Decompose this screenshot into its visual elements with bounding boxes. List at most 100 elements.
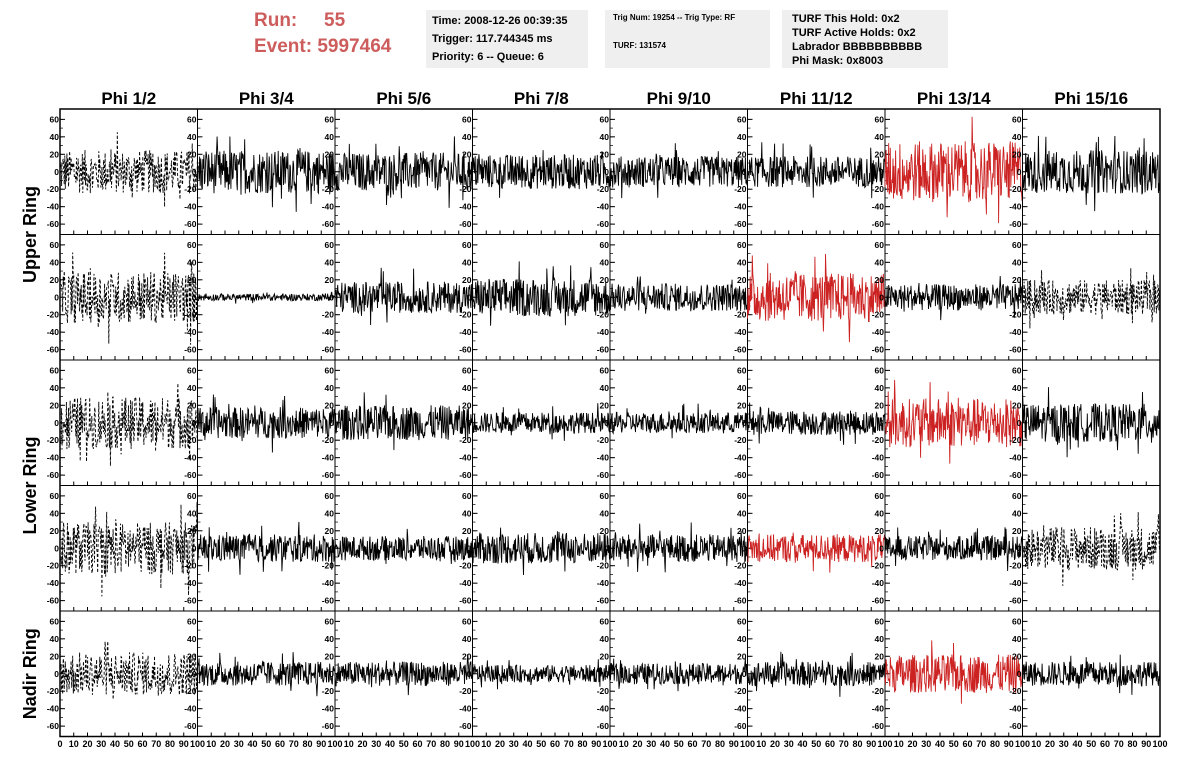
x-tick-label: 80 [715, 739, 725, 749]
turf-this-hold-text: TURF This Hold: 0x2 [792, 13, 900, 25]
y-tick-label: -60 [47, 345, 60, 355]
waveform-trace [334, 653, 473, 696]
y-tick-label: 20 [600, 526, 610, 536]
y-tick-label: -20 [184, 184, 197, 194]
x-tick-label: 30 [1059, 739, 1069, 749]
y-tick-label: -20 [1009, 561, 1022, 571]
y-tick-label: -60 [1009, 219, 1022, 229]
y-tick-label: -40 [322, 704, 335, 714]
waveform-panel: -60 -40 -20 0 20 40 60 [1009, 485, 1161, 612]
column-header: Phi 7/8 [514, 89, 569, 108]
waveform-panel: -60 -40 -20 0 20 40 60 [1009, 359, 1161, 486]
y-tick-label: 60 [737, 491, 747, 501]
waveform-panel: -60 -40 -20 0 20 40 60 [872, 359, 1023, 486]
y-tick-label: 20 [1012, 651, 1022, 661]
y-tick-label: -60 [872, 470, 885, 480]
waveform-panel: -60 -40 -20 0 20 40 60 [459, 610, 611, 737]
column-header: Phi 11/12 [780, 89, 853, 108]
x-tick-label: 50 [949, 739, 959, 749]
x-tick-label: 20 [82, 739, 92, 749]
y-tick-label: -20 [184, 686, 197, 696]
y-tick-label: -20 [47, 435, 60, 445]
grid-border [59, 108, 1161, 738]
waveform-panel: -60 -40 -20 0 20 40 60 [184, 359, 336, 486]
y-tick-label: 40 [1012, 383, 1022, 393]
x-tick-label: 70 [426, 739, 436, 749]
x-tick-label: 10 [206, 739, 216, 749]
x-tick-label: 30 [96, 739, 106, 749]
x-tick-label: 10 [894, 739, 904, 749]
waveform-trace [197, 291, 336, 304]
y-tick-label: 20 [600, 149, 610, 159]
x-tick-label: 80 [165, 739, 175, 749]
trigger-info-box: Trig Num: 19254 -- Trig Type: RF TURF: 1… [605, 10, 770, 68]
y-tick-label: 40 [325, 634, 335, 644]
y-tick-label: -20 [597, 435, 610, 445]
waveform-trace [747, 651, 886, 697]
x-tick-label: 90 [729, 739, 739, 749]
waveform-panel: -60 -40 -20 0 20 40 60 [734, 108, 886, 235]
y-tick-label: 20 [50, 526, 60, 536]
y-tick-label: -20 [1009, 184, 1022, 194]
y-tick-label: -20 [184, 561, 197, 571]
y-tick-label: 40 [187, 257, 197, 267]
x-tick-label: 10 [619, 739, 629, 749]
y-tick-label: -20 [322, 561, 335, 571]
y-tick-label: 60 [50, 491, 60, 501]
y-tick-label: 60 [462, 365, 472, 375]
y-tick-label: 60 [737, 240, 747, 250]
waveform-panel: -60 -40 -20 0 20 40 60 [597, 108, 748, 235]
y-tick-label: 40 [187, 634, 197, 644]
trig-num-text: Trig Num: 19254 -- Trig Type: RF [613, 13, 736, 22]
y-tick-label: -20 [872, 184, 885, 194]
y-tick-label: 20 [462, 149, 472, 159]
y-tick-label: 60 [325, 114, 335, 124]
waveform-trace [472, 659, 611, 690]
waveform-trace [1022, 387, 1161, 458]
y-tick-label: -20 [459, 686, 472, 696]
y-tick-label: 0 [329, 167, 334, 177]
y-tick-label: 0 [1017, 418, 1022, 428]
y-tick-label: 0 [467, 167, 472, 177]
y-tick-label: 40 [50, 257, 60, 267]
y-tick-label: -60 [597, 219, 610, 229]
y-tick-label: -60 [459, 345, 472, 355]
x-tick-label: 70 [839, 739, 849, 749]
x-tick-label: 70 [1114, 739, 1124, 749]
x-tick-label: 40 [522, 739, 532, 749]
y-tick-label: 60 [875, 365, 885, 375]
waveform-trace [609, 143, 748, 199]
y-tick-label: 0 [604, 292, 609, 302]
waveform-panel: -60 -40 -20 0 20 40 60 [597, 234, 748, 361]
y-tick-label: -60 [734, 345, 747, 355]
y-tick-label: 20 [1012, 149, 1022, 159]
y-tick-label: 0 [329, 543, 334, 553]
waveform-trace [197, 394, 336, 453]
x-tick-label: 100 [877, 739, 892, 749]
waveform-panel: -60 -40 -20 0 20 40 60 [872, 234, 1023, 361]
y-tick-label: 0 [604, 418, 609, 428]
y-tick-label: -60 [322, 721, 335, 731]
x-tick-label: 100 [1015, 739, 1030, 749]
y-tick-label: 0 [879, 292, 884, 302]
waveform-trace [747, 142, 886, 199]
y-tick-label: 20 [875, 275, 885, 285]
y-tick-label: -20 [47, 184, 60, 194]
y-tick-label: 40 [737, 508, 747, 518]
waveform-panel: -60 -40 -20 0 20 40 60 [1009, 610, 1161, 737]
x-tick-label: 100 [190, 739, 205, 749]
y-tick-label: -20 [459, 310, 472, 320]
y-tick-label: -60 [1009, 721, 1022, 731]
y-tick-label: -20 [734, 561, 747, 571]
waveform-panel: -60 -40 -20 0 20 40 60 [47, 485, 198, 612]
y-tick-label: 0 [192, 167, 197, 177]
y-tick-label: -40 [322, 327, 335, 337]
y-tick-label: -20 [734, 435, 747, 445]
y-tick-label: -20 [597, 184, 610, 194]
waveform-panel: -60 -40 -20 0 20 40 60 [322, 108, 473, 235]
y-tick-label: -60 [322, 470, 335, 480]
y-tick-label: 40 [1012, 257, 1022, 267]
y-tick-label: -40 [47, 704, 60, 714]
waveform-trace [609, 522, 748, 573]
